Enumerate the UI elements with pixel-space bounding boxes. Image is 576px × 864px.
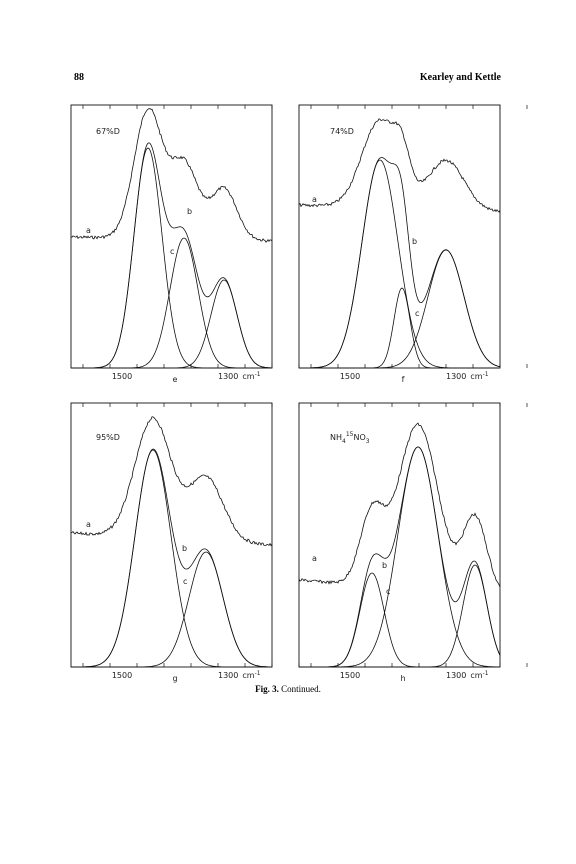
- curve-label: a: [312, 554, 317, 563]
- x-tick-label: 1300 cm-1: [218, 670, 261, 680]
- tick-value: 1300: [218, 372, 238, 381]
- x-tick-label: 1300 cm-1: [446, 371, 489, 381]
- curve-label: c: [386, 587, 390, 596]
- tick-value: 1300: [446, 671, 466, 680]
- formula-part: 3: [366, 438, 370, 445]
- curve-label: b: [187, 207, 192, 216]
- component-curve: [71, 279, 272, 369]
- panel-frame: [298, 402, 501, 668]
- panel-letter: f: [402, 375, 405, 384]
- unit: cm: [470, 671, 482, 680]
- x-tick-label: 1300 cm-1: [446, 670, 489, 680]
- page-number: 88: [74, 72, 84, 83]
- observed-curve: [298, 118, 501, 213]
- component-curve: [299, 159, 500, 369]
- component-curve: [299, 446, 501, 668]
- unit: cm: [242, 671, 254, 680]
- formula-part: 15: [346, 431, 354, 438]
- sum-curve: [299, 446, 501, 668]
- spectrum-panel: a b c 67%D 1500 1300 cm-1 e: [70, 104, 300, 384]
- curve-label: b: [382, 561, 387, 570]
- unit-exponent: -1: [483, 670, 489, 677]
- spectrum-panel: a b c NH415NO3 1500 1300 cm-1 h: [298, 402, 528, 683]
- sum-curve: [71, 448, 272, 668]
- component-curve: [299, 564, 501, 668]
- caption-text: Continued.: [281, 684, 321, 694]
- panel-frame: [70, 104, 273, 369]
- x-tick-label: 1500: [340, 372, 360, 381]
- unit: cm: [242, 372, 254, 381]
- curve-label: a: [86, 226, 91, 235]
- curve-label: b: [412, 237, 417, 246]
- component-curve: [71, 449, 272, 668]
- sample-label: NH415NO3: [330, 431, 370, 445]
- sample-label: 95%D: [96, 433, 120, 442]
- unit-exponent: -1: [483, 371, 489, 378]
- panel-letter: e: [173, 375, 178, 384]
- panel-frame: [70, 402, 273, 668]
- tick-value: 1300: [446, 372, 466, 381]
- observed-curve: [298, 422, 501, 588]
- sum-curve: [71, 142, 272, 369]
- figure-caption: Fig. 3. Continued.: [255, 684, 321, 694]
- panel-frame: [298, 104, 501, 369]
- unit: cm: [470, 372, 482, 381]
- curve-label: a: [86, 520, 91, 529]
- formula-part: NO: [353, 433, 365, 442]
- curve-label: c: [415, 309, 419, 318]
- panel-letter: g: [172, 674, 177, 683]
- unit-exponent: -1: [255, 670, 261, 677]
- component-curve: [299, 287, 500, 369]
- sample-label: 74%D: [330, 127, 354, 136]
- spectrum-panel: a b c 74%D 1500 1300 cm-1 f: [298, 104, 528, 384]
- tick-value: 1300: [218, 671, 238, 680]
- panel-letter: h: [400, 674, 405, 683]
- curve-label: a: [312, 195, 317, 204]
- x-tick-label: 1500: [112, 671, 132, 680]
- sample-label: 67%D: [96, 127, 120, 136]
- running-head: Kearley and Kettle: [420, 72, 502, 83]
- formula-part: NH: [330, 433, 342, 442]
- curve-label: c: [183, 577, 187, 586]
- caption-label: Fig. 3.: [255, 684, 279, 694]
- observed-curve: [70, 108, 273, 243]
- curve-label: c: [170, 247, 174, 256]
- component-curve: [299, 572, 500, 668]
- formula-part: 4: [342, 438, 346, 445]
- curve-label: b: [182, 544, 187, 553]
- component-curve: [71, 237, 272, 369]
- x-tick-label: 1500: [340, 671, 360, 680]
- component-curve: [71, 551, 272, 668]
- x-tick-label: 1500: [112, 372, 132, 381]
- component-curve: [299, 249, 501, 369]
- sum-curve: [299, 157, 501, 369]
- x-tick-label: 1300 cm-1: [218, 371, 261, 381]
- spectrum-panel: a b c 95%D 1500 1300 cm-1 g: [70, 402, 300, 683]
- observed-curve: [70, 416, 273, 547]
- unit-exponent: -1: [255, 371, 261, 378]
